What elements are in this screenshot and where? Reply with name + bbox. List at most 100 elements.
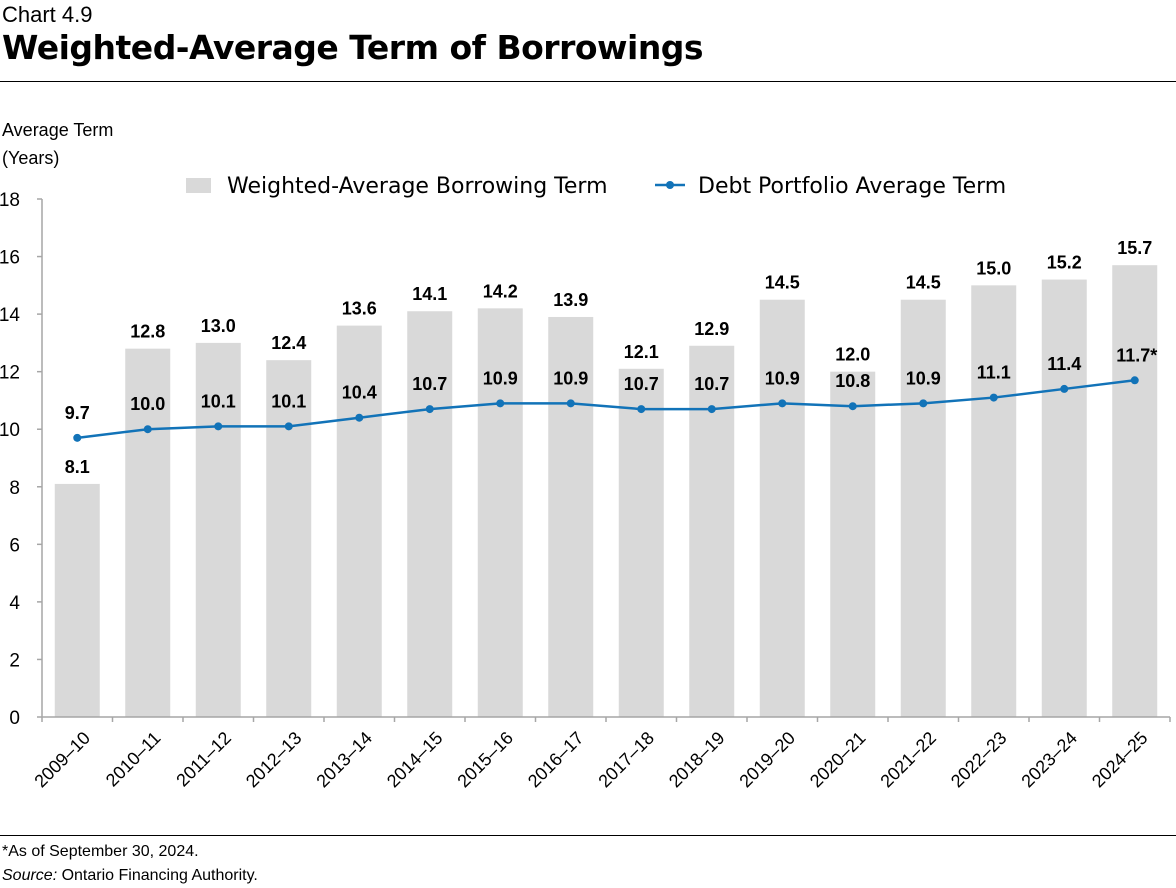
y-axis-label: Average Term (Years) — [2, 116, 113, 172]
x-tick-label: 2018–19 — [665, 728, 729, 792]
bar — [407, 311, 453, 717]
bar — [830, 371, 876, 717]
line-data-label: 10.1 — [271, 391, 306, 411]
line-data-label: 10.7 — [412, 374, 447, 394]
bar — [971, 285, 1017, 717]
line-point — [425, 405, 434, 414]
line-data-label: 11.4 — [1047, 354, 1081, 374]
y-tick-label: 10 — [0, 420, 20, 441]
line-point — [284, 422, 293, 431]
line-data-label: 10.8 — [835, 371, 870, 391]
bar-data-label: 12.9 — [694, 319, 729, 339]
x-tick-label: 2023–24 — [1017, 728, 1081, 792]
line-point — [637, 405, 646, 414]
line-point — [143, 425, 152, 434]
footer-divider — [0, 835, 1176, 836]
bar — [125, 348, 171, 717]
bar — [900, 299, 946, 717]
bar-data-label: 14.1 — [412, 284, 447, 304]
x-tick-label: 2022–23 — [947, 728, 1011, 792]
line-data-label: 11.7* — [1116, 345, 1157, 365]
line-data-label: 10.9 — [765, 368, 800, 388]
bar-data-label: 15.2 — [1047, 253, 1082, 273]
bar-data-label: 8.1 — [65, 457, 90, 477]
x-tick-label: 2017–18 — [594, 728, 658, 792]
bar — [477, 308, 523, 717]
line-point — [1130, 376, 1139, 385]
bar-data-label: 13.0 — [201, 316, 236, 336]
y-tick-label: 8 — [9, 478, 20, 499]
source-label: Source: — [2, 867, 58, 884]
legend-swatch-bar — [186, 178, 211, 193]
bar-data-label: 13.6 — [342, 299, 377, 319]
x-tick-label: 2012–13 — [242, 728, 306, 792]
line-point — [566, 399, 575, 408]
x-tick-label: 2014–15 — [383, 728, 447, 792]
line-data-label: 11.1 — [977, 363, 1011, 383]
line-data-label: 10.7 — [624, 374, 659, 394]
line-point — [214, 422, 223, 431]
bar-data-label: 12.1 — [624, 342, 659, 362]
x-tick-label: 2015–16 — [453, 728, 517, 792]
x-tick-label: 2011–12 — [172, 728, 235, 791]
y-tick-label: 14 — [0, 305, 20, 326]
bar-data-label: 14.5 — [765, 273, 800, 293]
x-tick-label: 2009–10 — [30, 728, 94, 792]
footnote: *As of September 30, 2024. — [2, 843, 199, 860]
y-axis-label-line1: Average Term — [2, 120, 114, 140]
line-data-label: 9.7 — [65, 403, 90, 423]
line-data-label: 10.9 — [553, 368, 588, 388]
y-tick-label: 16 — [0, 248, 20, 269]
bar-data-label: 14.2 — [483, 281, 518, 301]
y-tick-label: 6 — [9, 535, 20, 556]
bar — [266, 360, 312, 717]
line-data-label: 10.9 — [906, 368, 941, 388]
line-data-label: 10.4 — [342, 383, 377, 403]
bar — [618, 368, 664, 717]
chart-kicker: Chart 4.9 — [2, 2, 93, 27]
bar — [548, 316, 594, 717]
title-divider — [0, 81, 1176, 82]
source-text: Ontario Financing Authority. — [57, 867, 258, 884]
x-tick-label: 2016–17 — [524, 728, 588, 792]
line-data-label: 10.0 — [130, 394, 165, 414]
bar-data-label: 15.7 — [1117, 238, 1152, 258]
bar-data-label: 14.5 — [906, 273, 941, 293]
line-point — [707, 405, 716, 414]
chart-svg: 0 2 4 6 8 10 12 14 16 18 2009–10 2010–11 2011–12 2012… — [0, 174, 1171, 792]
bar — [759, 299, 805, 717]
x-tick-label: 2013–14 — [312, 728, 376, 792]
line-data-label: 10.7 — [694, 374, 729, 394]
y-tick-label: 0 — [9, 708, 20, 729]
x-tick-label: 2010–11 — [102, 728, 165, 791]
line-point — [496, 399, 505, 408]
bar-data-label: 13.9 — [553, 290, 588, 310]
x-tick-label: 2024–25 — [1088, 728, 1152, 792]
bar — [1112, 265, 1158, 717]
line-data-label: 10.1 — [201, 391, 236, 411]
y-tick-label: 12 — [0, 363, 20, 384]
y-tick-label: 4 — [9, 593, 20, 614]
y-tick-label: 2 — [9, 650, 20, 671]
line-point — [1060, 384, 1069, 393]
bar — [1041, 279, 1087, 717]
y-axis-label-line2: (Years) — [2, 148, 60, 168]
line-data-label: 10.9 — [483, 368, 518, 388]
series-line — [77, 379, 1135, 440]
legend-label-bar: Weighted-Average Borrowing Term — [227, 174, 608, 199]
source-line: Source: Ontario Financing Authority. — [2, 864, 258, 888]
bar-data-label: 15.0 — [976, 258, 1011, 278]
bar-data-label: 12.8 — [130, 322, 165, 342]
bar — [195, 342, 241, 717]
line-point — [73, 433, 82, 442]
x-tick-label: 2020–21 — [806, 728, 870, 792]
chart-title: Weighted-Average Term of Borrowings — [2, 28, 704, 67]
legend-swatch-marker — [666, 181, 674, 189]
line-point — [919, 399, 928, 408]
x-tick-label: 2021–22 — [876, 728, 940, 792]
line-point — [778, 399, 787, 408]
line-point — [989, 393, 998, 402]
x-tick-label: 2019–20 — [735, 728, 799, 792]
footnotes: *As of September 30, 2024. Source: Ontar… — [2, 840, 258, 888]
legend-label-line: Debt Portfolio Average Term — [698, 174, 1006, 199]
